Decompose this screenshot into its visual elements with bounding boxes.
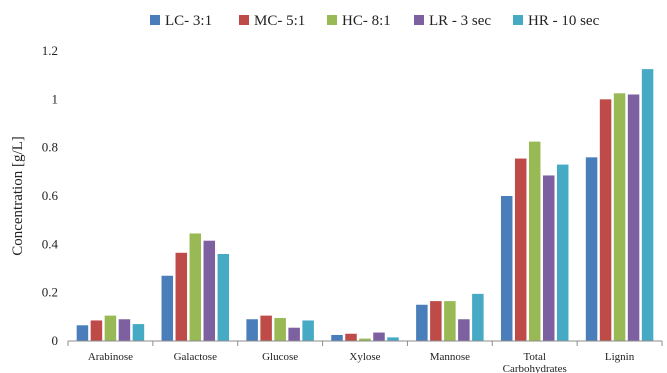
bar [189, 233, 202, 341]
bar [416, 304, 428, 341]
legend-label: LR - 3 sec [429, 13, 491, 29]
y-tick-label: 1.2 [42, 43, 58, 58]
bar-series [76, 157, 598, 341]
bar-series [118, 94, 640, 341]
x-category-label: Lignin [605, 351, 635, 363]
bar [430, 301, 442, 341]
bar [118, 319, 131, 341]
bar [288, 327, 300, 341]
legend-swatch [239, 15, 249, 25]
x-axis [67, 340, 663, 346]
legend-swatch [513, 15, 523, 25]
legend-label: MC- 5:1 [254, 13, 305, 29]
bar [302, 320, 314, 341]
bar [585, 157, 598, 341]
legend-item: HC- 8:1 [327, 13, 391, 29]
bar [217, 254, 230, 341]
bar [514, 158, 527, 341]
bar [373, 332, 385, 341]
bar [203, 240, 216, 341]
bar [472, 293, 484, 341]
x-category-label: Glucose [262, 351, 298, 363]
bar-series [90, 99, 612, 341]
bar [161, 275, 174, 341]
legend-label: HC- 8:1 [342, 13, 391, 29]
bar [641, 69, 654, 341]
bar [613, 93, 626, 342]
bar [274, 318, 286, 341]
x-category-label: Arabinose [88, 351, 133, 363]
bar [359, 338, 371, 341]
legend-item: MC- 5:1 [239, 13, 305, 29]
y-tick-label: 1 [52, 91, 59, 106]
y-tick-label: 0.6 [42, 188, 59, 203]
legend-swatch [414, 15, 424, 25]
bar [132, 324, 145, 341]
legend-label: LC- 3:1 [165, 13, 212, 29]
bar [500, 196, 513, 341]
legend-item: HR - 10 sec [513, 13, 600, 29]
y-tick-label: 0.2 [42, 285, 58, 300]
y-tick-label: 0.8 [42, 140, 58, 155]
x-category-label: Mannose [430, 351, 470, 363]
bar-series [132, 69, 654, 341]
bar [104, 315, 117, 341]
x-axis-category-labels: Arabinose Galactose Glucose Xylose Mannose To… [88, 351, 635, 373]
x-category-label: Total [523, 351, 545, 363]
bar [556, 164, 569, 341]
y-axis-title: Concentration [g/L] [10, 136, 26, 256]
x-category-label: Carbohydrates [503, 363, 567, 373]
bar [246, 319, 258, 341]
x-category-label: Xylose [349, 351, 380, 363]
bar [175, 252, 188, 341]
legend-label: HR - 10 sec [528, 13, 600, 29]
bar [444, 301, 456, 341]
legend-swatch [150, 15, 160, 25]
legend-item: LC- 3:1 [150, 13, 212, 29]
bar [458, 319, 470, 341]
y-axis-ticks: 0 0.2 0.4 0.6 0.8 1 1.2 [42, 43, 59, 348]
y-tick-label: 0.4 [42, 236, 59, 251]
bar [627, 94, 640, 341]
bar [387, 337, 399, 341]
bar [599, 99, 612, 341]
bar [260, 315, 272, 341]
y-tick-label: 0 [52, 333, 59, 348]
legend: LC- 3:1 MC- 5:1 HC- 8:1 LR - 3 sec HR - 10 s… [150, 13, 600, 29]
bar [331, 334, 343, 341]
bar-series [104, 93, 626, 342]
legend-item: LR - 3 sec [414, 13, 491, 29]
bars [76, 69, 654, 342]
bar [542, 175, 555, 341]
bar [345, 333, 357, 341]
bar [90, 320, 103, 341]
bar [528, 141, 541, 341]
legend-swatch [327, 15, 337, 25]
x-category-label: Galactose [174, 351, 217, 363]
bar [76, 325, 89, 341]
